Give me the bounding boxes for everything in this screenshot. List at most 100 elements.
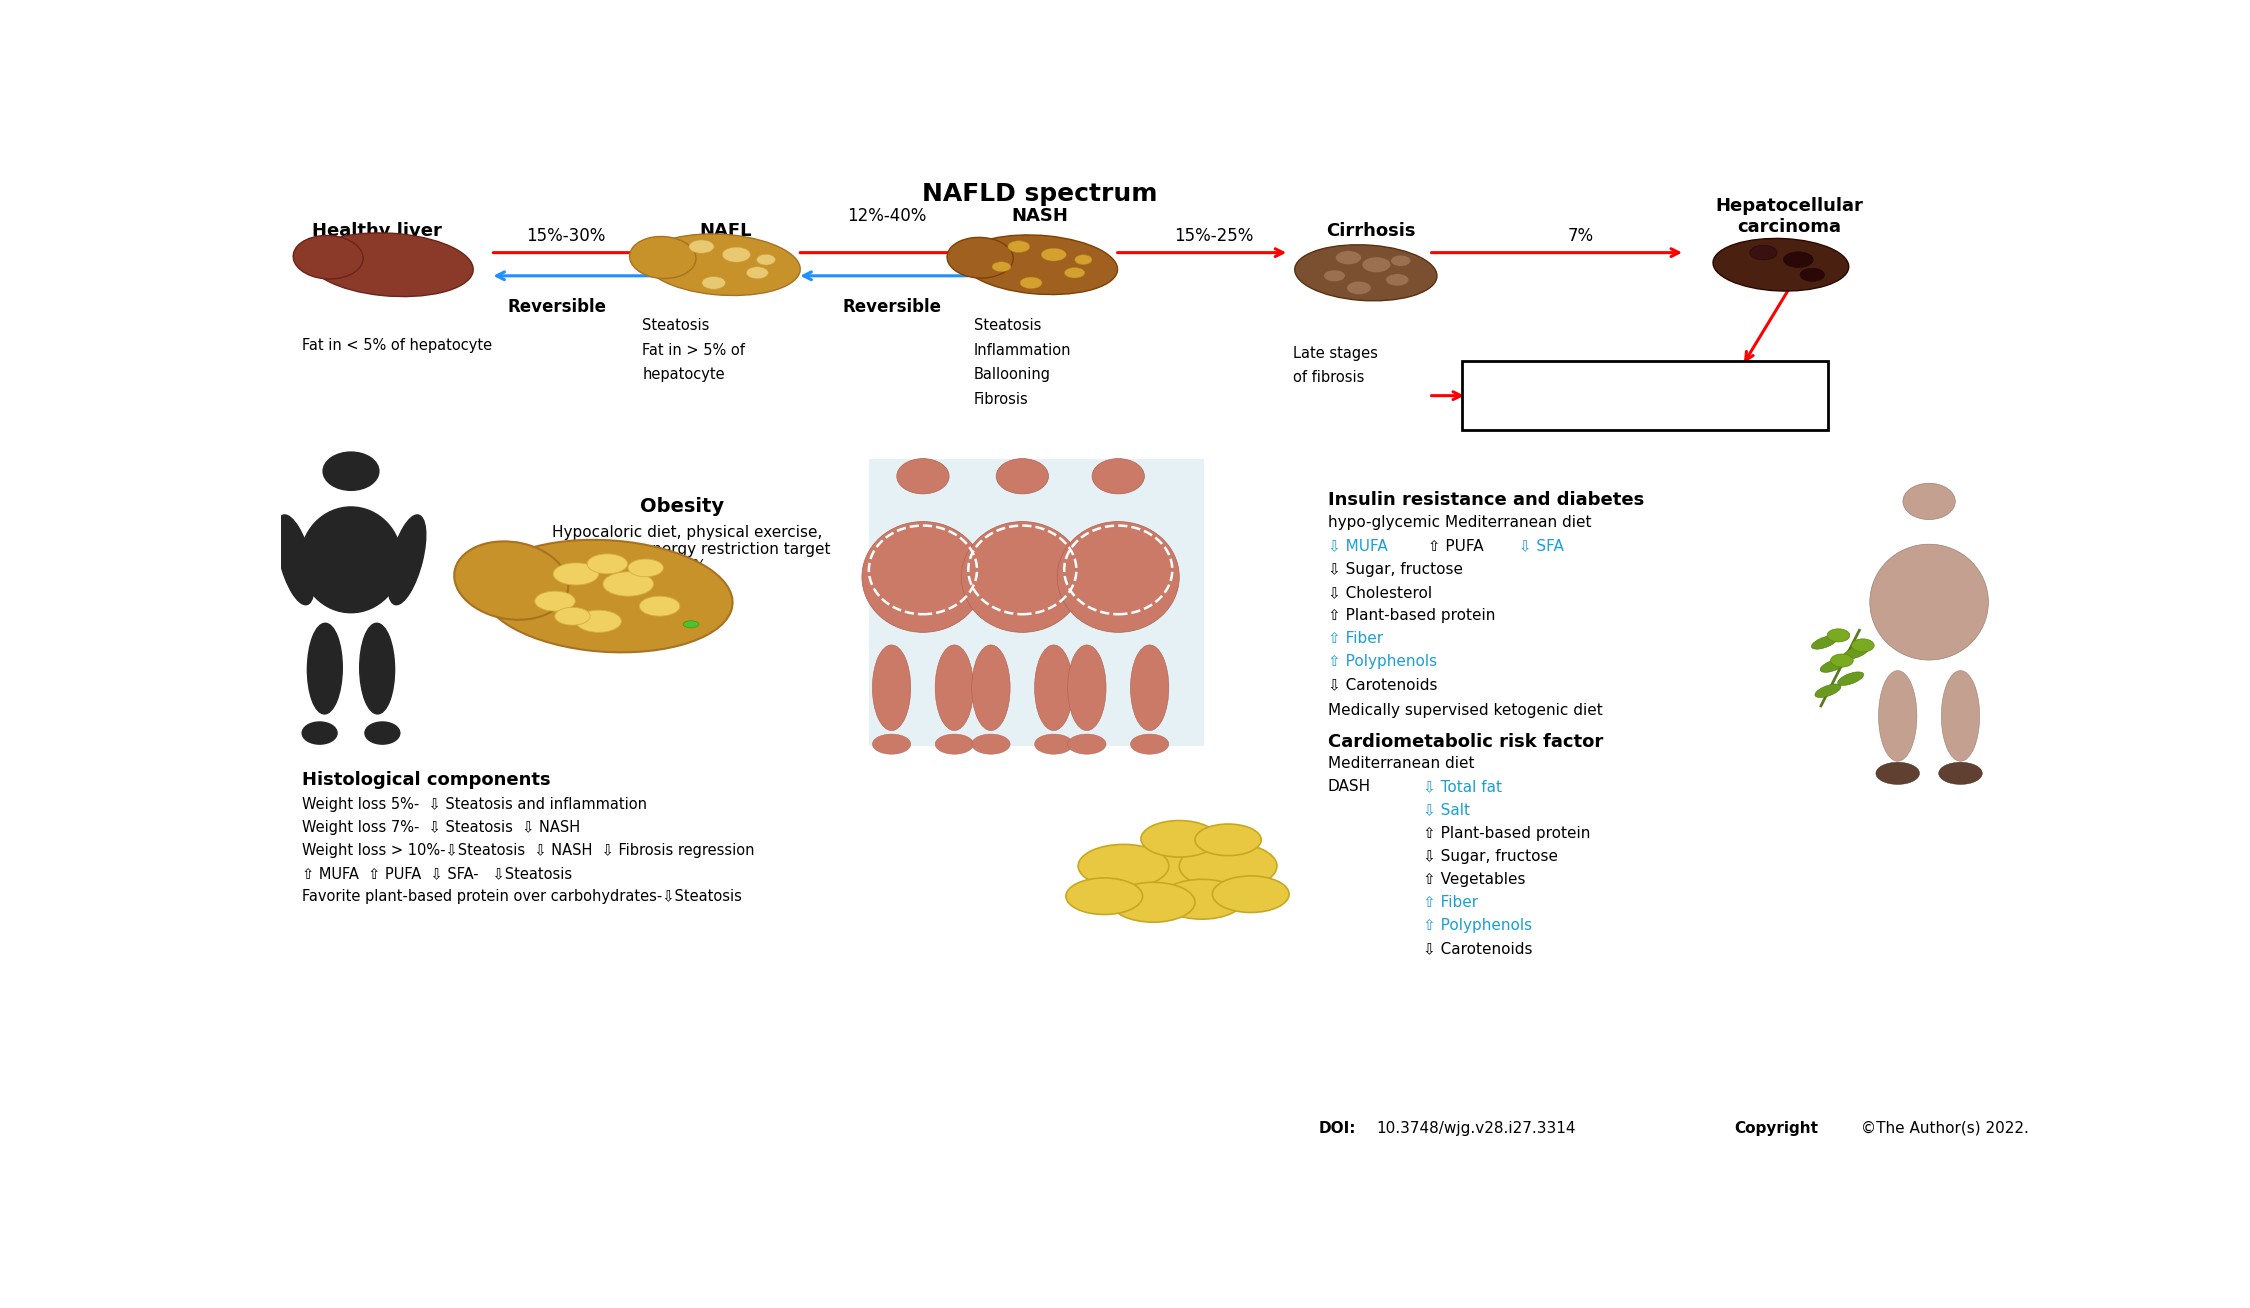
Text: Fibrosis: Fibrosis: [974, 391, 1028, 407]
Ellipse shape: [576, 611, 621, 632]
Text: Weight loss > 10%-⇩Steatosis  ⇩ NASH  ⇩ Fibrosis regression: Weight loss > 10%-⇩Steatosis ⇩ NASH ⇩ Fi…: [302, 842, 754, 858]
Text: Ballooning: Ballooning: [974, 368, 1051, 382]
Text: DOI:: DOI:: [1318, 1121, 1357, 1135]
Text: Inflammation: Inflammation: [974, 343, 1071, 358]
Text: 7%: 7%: [1568, 228, 1593, 246]
Ellipse shape: [1112, 883, 1195, 922]
Ellipse shape: [1831, 654, 1854, 667]
Ellipse shape: [1078, 845, 1168, 888]
Text: ⇩ Sugar, fructose: ⇩ Sugar, fructose: [1328, 562, 1462, 577]
Text: ⇧ Plant-based protein: ⇧ Plant-based protein: [1424, 825, 1591, 841]
Ellipse shape: [961, 522, 1084, 632]
Ellipse shape: [1195, 824, 1262, 855]
Text: Steatosis: Steatosis: [974, 318, 1042, 334]
Ellipse shape: [360, 624, 394, 714]
Text: ⇩ SFA: ⇩ SFA: [1510, 539, 1564, 553]
Ellipse shape: [1066, 878, 1143, 914]
Text: Reversible: Reversible: [842, 298, 940, 317]
Ellipse shape: [1069, 645, 1107, 731]
FancyBboxPatch shape: [1462, 361, 1827, 430]
Ellipse shape: [1838, 672, 1863, 685]
Text: 15%-25%: 15%-25%: [1174, 228, 1253, 246]
Ellipse shape: [873, 645, 911, 731]
FancyBboxPatch shape: [868, 459, 1204, 746]
Ellipse shape: [1348, 281, 1370, 294]
Ellipse shape: [702, 276, 724, 289]
Ellipse shape: [963, 235, 1118, 294]
Ellipse shape: [688, 239, 713, 254]
Text: Weight loss 5%-  ⇩ Steatosis and inflammation: Weight loss 5%- ⇩ Steatosis and inflamma…: [302, 797, 648, 811]
Ellipse shape: [1816, 684, 1840, 697]
Ellipse shape: [1827, 629, 1850, 642]
Ellipse shape: [308, 624, 342, 714]
Ellipse shape: [630, 237, 695, 279]
Ellipse shape: [1843, 646, 1870, 659]
Ellipse shape: [1064, 268, 1084, 279]
Ellipse shape: [898, 459, 949, 494]
Ellipse shape: [1940, 763, 1982, 785]
Ellipse shape: [292, 235, 362, 279]
Text: Obesity: Obesity: [641, 497, 725, 517]
Ellipse shape: [1130, 645, 1168, 731]
Text: ⇧ PUFA: ⇧ PUFA: [1418, 539, 1483, 553]
Ellipse shape: [1091, 459, 1145, 494]
Ellipse shape: [1294, 245, 1438, 301]
Text: ⇧ Plant-based protein: ⇧ Plant-based protein: [1328, 608, 1494, 623]
Ellipse shape: [972, 734, 1010, 755]
Ellipse shape: [536, 591, 576, 611]
Ellipse shape: [1019, 277, 1042, 289]
Text: Favorite plant-based protein over carbohydrates-⇩Steatosis: Favorite plant-based protein over carboh…: [302, 889, 742, 904]
Text: ⇩ Salt: ⇩ Salt: [1424, 803, 1472, 818]
Text: Fat in > 5% of: Fat in > 5% of: [641, 343, 745, 358]
Ellipse shape: [1213, 876, 1289, 913]
Ellipse shape: [873, 734, 911, 755]
Ellipse shape: [1712, 238, 1850, 292]
Ellipse shape: [1035, 645, 1073, 731]
Ellipse shape: [554, 562, 598, 585]
Ellipse shape: [639, 596, 679, 616]
Ellipse shape: [1876, 763, 1919, 785]
Text: ⇩ Cholesterol: ⇩ Cholesterol: [1328, 585, 1431, 600]
Ellipse shape: [1130, 734, 1168, 755]
Ellipse shape: [1035, 734, 1073, 755]
Ellipse shape: [997, 459, 1048, 494]
Text: ⇧ Vegetables: ⇧ Vegetables: [1424, 872, 1526, 887]
Text: NAFL: NAFL: [700, 222, 752, 241]
Text: hepatocyte: hepatocyte: [641, 368, 725, 382]
Ellipse shape: [1390, 255, 1411, 267]
Text: ©The Author(s) 2022.: ©The Author(s) 2022.: [1856, 1121, 2030, 1135]
Text: ⇩ Total fat: ⇩ Total fat: [1424, 780, 1503, 794]
Ellipse shape: [1800, 268, 1825, 281]
Text: NASH: NASH: [1010, 208, 1069, 225]
Text: ⇧ Polyphenols: ⇧ Polyphenols: [1424, 918, 1532, 934]
Ellipse shape: [324, 453, 378, 490]
Ellipse shape: [947, 237, 1012, 279]
Text: Healthy liver: Healthy liver: [313, 222, 441, 241]
Ellipse shape: [455, 542, 569, 620]
Ellipse shape: [364, 722, 400, 744]
Ellipse shape: [722, 247, 752, 262]
Ellipse shape: [1323, 269, 1346, 281]
Ellipse shape: [936, 734, 974, 755]
Ellipse shape: [1361, 256, 1390, 272]
Ellipse shape: [862, 522, 983, 632]
Ellipse shape: [277, 515, 315, 604]
Text: Hypocaloric diet, physical exercise,
intermitent energy restriction target
weigh: Hypocaloric diet, physical exercise, int…: [551, 525, 830, 574]
Ellipse shape: [1820, 659, 1847, 672]
Ellipse shape: [556, 607, 590, 625]
Text: NAFLD spectrum: NAFLD spectrum: [922, 182, 1156, 207]
Ellipse shape: [936, 645, 974, 731]
Ellipse shape: [1179, 842, 1278, 889]
Text: Steatosis: Steatosis: [641, 318, 709, 334]
Ellipse shape: [1750, 246, 1778, 260]
Text: ⇩ Carotenoids: ⇩ Carotenoids: [1424, 942, 1532, 956]
Text: Histological components: Histological components: [302, 772, 551, 789]
Ellipse shape: [756, 254, 776, 266]
Text: Copyright: Copyright: [1735, 1121, 1818, 1135]
Text: Weight loss 7%-  ⇩ Steatosis  ⇩ NASH: Weight loss 7%- ⇩ Steatosis ⇩ NASH: [302, 820, 580, 835]
Ellipse shape: [1076, 255, 1091, 264]
Ellipse shape: [302, 508, 400, 612]
Text: Insulin resistance and diabetes: Insulin resistance and diabetes: [1328, 492, 1645, 509]
Ellipse shape: [1042, 249, 1066, 262]
Ellipse shape: [1811, 636, 1838, 649]
